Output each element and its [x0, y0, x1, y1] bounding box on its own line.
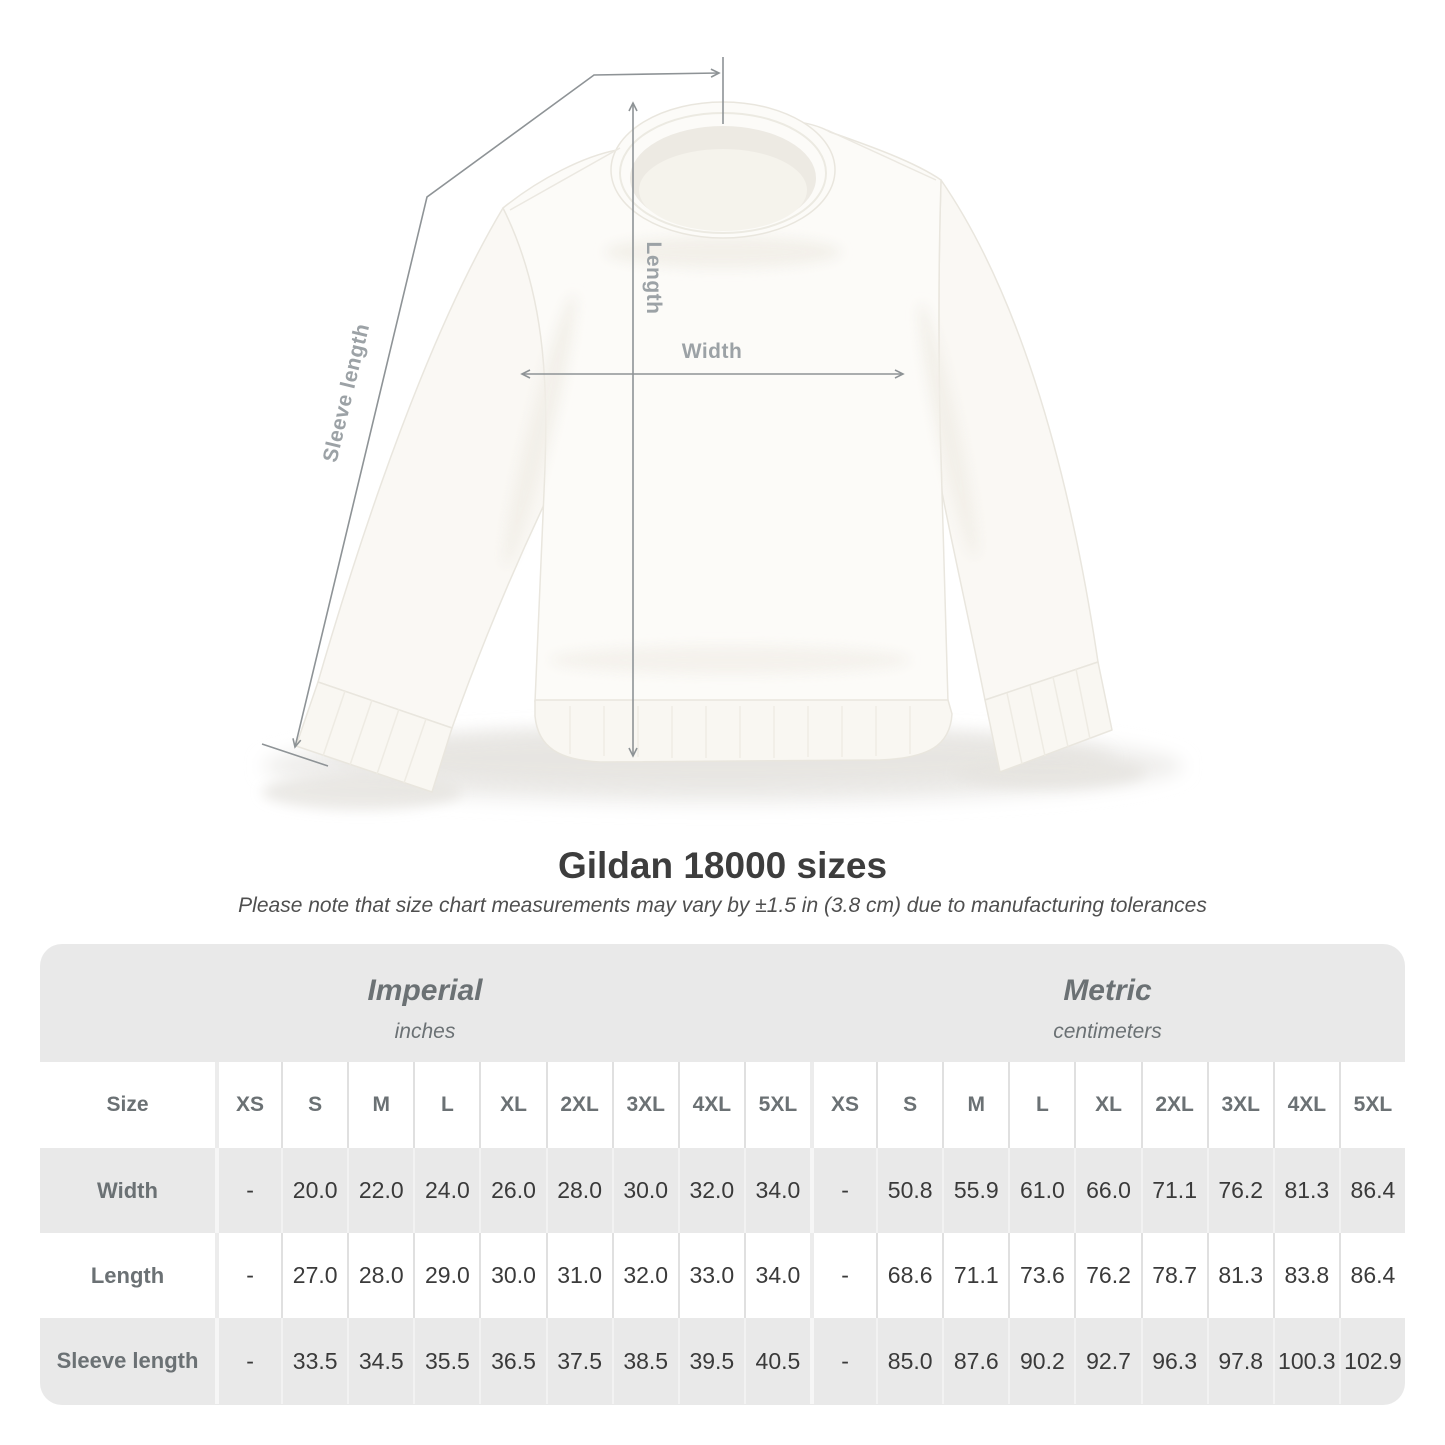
unit-group-name: Imperial	[367, 974, 483, 1007]
value-cell: 34.0	[743, 1148, 810, 1233]
value-cell: 26.0	[479, 1148, 545, 1233]
value-cell: 81.3	[1206, 1233, 1273, 1318]
value-cell: 24.0	[413, 1148, 479, 1233]
measurement-annotations	[261, 57, 905, 767]
row-label: Length	[90, 1262, 165, 1288]
value-cell: 66.0	[1074, 1148, 1140, 1233]
value-cell: 86.4	[1338, 1148, 1405, 1233]
size-column-header: L	[413, 1062, 479, 1148]
value-cell: 81.3	[1272, 1148, 1339, 1233]
value-cell: 30.0	[479, 1233, 545, 1318]
size-column-header: S	[281, 1062, 347, 1148]
value-cell: 32.0	[677, 1148, 744, 1233]
size-column-header: 2XL	[1140, 1062, 1207, 1148]
unit-group-unit: inches	[394, 1020, 456, 1043]
size-column-header: XL	[479, 1062, 545, 1148]
value-cell: 92.7	[1074, 1318, 1140, 1404]
value-cell: 55.9	[942, 1148, 1008, 1233]
value-cell: 38.5	[611, 1318, 678, 1404]
size-header: Size	[106, 1093, 149, 1116]
value-cell: 37.5	[545, 1318, 612, 1404]
value-cell: 28.0	[347, 1233, 413, 1318]
value-cell: 73.6	[1008, 1233, 1074, 1318]
value-cell: 102.9	[1338, 1318, 1405, 1404]
value-cell: 96.3	[1140, 1318, 1207, 1404]
value-cell: -	[810, 1233, 876, 1318]
size-column-header: 5XL	[743, 1062, 810, 1148]
value-cell: 87.6	[942, 1318, 1008, 1404]
value-cell: 31.0	[545, 1233, 612, 1318]
product-figure: Width Length Sleeve length	[261, 57, 1183, 810]
unit-group-unit: centimeters	[1053, 1020, 1162, 1043]
value-cell: 34.5	[347, 1318, 413, 1404]
length-measure-label: Length	[642, 241, 665, 315]
size-column-header: 2XL	[545, 1062, 612, 1148]
value-cell: 61.0	[1008, 1148, 1074, 1233]
table-header-row: Size XS S M L XL 2XL 3XL 4XL 5XL XS S M L XL 2XL 3XL 4XL…	[40, 1062, 1405, 1148]
unit-group-metric: Metric centimeters	[810, 944, 1405, 1044]
value-cell: 85.0	[876, 1318, 942, 1404]
cuff-tick	[261, 743, 329, 767]
table-row-sleeve-length: Sleeve length -33.5 34.5 35.5 36.5 37.5 38.5 3…	[40, 1318, 1405, 1404]
value-cell: 29.0	[413, 1233, 479, 1318]
right-cuff-ribbing	[1006, 668, 1091, 765]
size-column-header: 3XL	[1206, 1062, 1273, 1148]
value-cell: 30.0	[611, 1148, 678, 1233]
value-cell: -	[215, 1148, 281, 1233]
value-cell: 78.7	[1140, 1233, 1207, 1318]
sweatshirt	[295, 101, 1113, 793]
value-cell: 39.5	[677, 1318, 744, 1404]
value-cell: 71.1	[942, 1233, 1008, 1318]
value-cell: 100.3	[1272, 1318, 1339, 1404]
size-column-header: M	[942, 1062, 1008, 1148]
sweatshirt-image	[261, 57, 1183, 810]
size-column-header: 4XL	[1272, 1062, 1339, 1148]
sleeve-measure-line	[292, 68, 721, 749]
table-row-length: Length -27.0 28.0 29.0 30.0 31.0 32.0 33.0 34.0…	[40, 1233, 1405, 1318]
table-row-width: Width -20.0 22.0 24.0 26.0 28.0 30.0 32.0 34.0-…	[40, 1148, 1405, 1233]
size-table: Imperial inches Metric centimeters Size …	[40, 944, 1405, 1405]
value-cell: 33.0	[677, 1233, 744, 1318]
value-cell: 32.0	[611, 1233, 678, 1318]
unit-group-imperial: Imperial inches	[40, 944, 810, 1044]
value-cell: -	[810, 1318, 876, 1404]
row-label: Sleeve length	[56, 1348, 199, 1373]
tolerance-note: Please note that size chart measurements…	[238, 894, 1207, 917]
size-column-header: XS	[215, 1062, 281, 1148]
size-column-header: 4XL	[677, 1062, 744, 1148]
value-cell: -	[810, 1148, 876, 1233]
value-cell: 76.2	[1206, 1148, 1273, 1233]
value-cell: 50.8	[876, 1148, 942, 1233]
value-cell: 34.0	[743, 1233, 810, 1318]
value-cell: 97.8	[1206, 1318, 1273, 1404]
size-column-header: S	[876, 1062, 942, 1148]
size-column-header: 3XL	[611, 1062, 678, 1148]
size-column-header: 5XL	[1338, 1062, 1405, 1148]
value-cell: 90.2	[1008, 1318, 1074, 1404]
size-column-header: XS	[810, 1062, 876, 1148]
size-column-header: L	[1008, 1062, 1074, 1148]
value-cell: 36.5	[479, 1318, 545, 1404]
row-label: Width	[97, 1177, 158, 1203]
unit-groups-row: Imperial inches Metric centimeters	[40, 944, 1405, 1062]
value-cell: 68.6	[876, 1233, 942, 1318]
value-cell: 35.5	[413, 1318, 479, 1404]
value-cell: 28.0	[545, 1148, 612, 1233]
value-cell: 33.5	[281, 1318, 347, 1404]
value-cell: 83.8	[1272, 1233, 1339, 1318]
value-cell: 40.5	[743, 1318, 810, 1404]
value-cell: 20.0	[281, 1148, 347, 1233]
value-cell: -	[215, 1318, 281, 1404]
value-cell: 86.4	[1338, 1233, 1405, 1318]
size-column-header: XL	[1074, 1062, 1140, 1148]
value-cell: 71.1	[1140, 1148, 1207, 1233]
page-title: Gildan 18000 sizes	[557, 845, 888, 886]
size-column-header: M	[347, 1062, 413, 1148]
value-cell: -	[215, 1233, 281, 1318]
width-measure-label: Width	[681, 340, 743, 363]
value-cell: 76.2	[1074, 1233, 1140, 1318]
value-cell: 27.0	[281, 1233, 347, 1318]
value-cell: 22.0	[347, 1148, 413, 1233]
unit-group-name: Metric	[1063, 974, 1152, 1007]
